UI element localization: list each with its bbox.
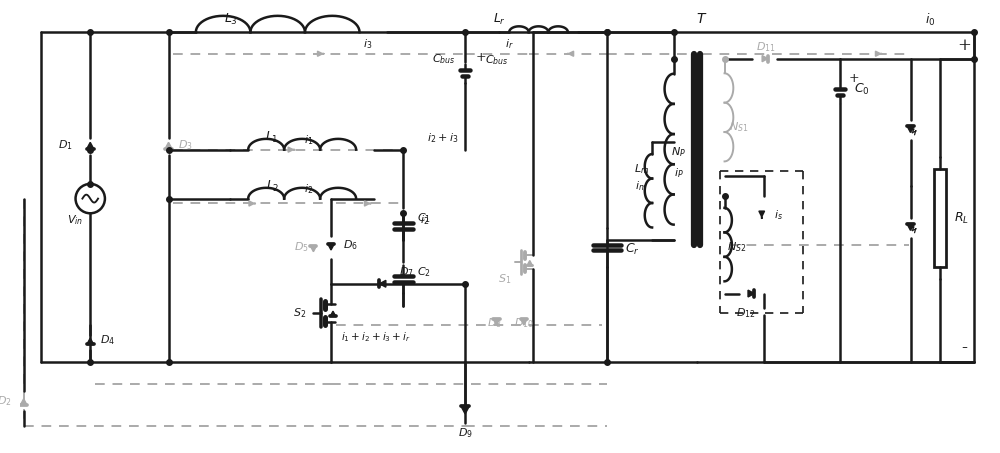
Text: $C_r$: $C_r$ xyxy=(625,242,639,257)
Polygon shape xyxy=(330,311,336,316)
Polygon shape xyxy=(748,290,754,297)
Text: $C_2$: $C_2$ xyxy=(417,265,431,279)
Polygon shape xyxy=(521,319,527,325)
Text: $i_s$: $i_s$ xyxy=(774,208,783,222)
Text: $i_3$: $i_3$ xyxy=(363,37,372,51)
Text: $i_1$: $i_1$ xyxy=(304,133,313,147)
Text: $D_6$: $D_6$ xyxy=(343,239,358,252)
Text: $D_{11}$: $D_{11}$ xyxy=(756,40,776,54)
Polygon shape xyxy=(20,399,27,405)
Text: $D_{10}$: $D_{10}$ xyxy=(514,316,534,330)
Text: $S_2$: $S_2$ xyxy=(293,306,307,320)
Text: +: + xyxy=(475,51,486,64)
Text: $i_2$: $i_2$ xyxy=(304,182,313,196)
Text: $D_2$: $D_2$ xyxy=(0,394,12,408)
Polygon shape xyxy=(87,338,94,344)
Polygon shape xyxy=(87,142,94,149)
Text: $L_2$: $L_2$ xyxy=(266,179,279,194)
Text: $D_4$: $D_4$ xyxy=(100,334,115,347)
Text: $N_P$: $N_P$ xyxy=(671,145,686,159)
Polygon shape xyxy=(461,406,469,414)
Polygon shape xyxy=(328,244,334,250)
Text: $D_{12}$: $D_{12}$ xyxy=(736,306,756,320)
Text: $i_2$: $i_2$ xyxy=(420,213,430,227)
Text: $R_L$: $R_L$ xyxy=(954,211,969,226)
Polygon shape xyxy=(310,246,316,252)
Text: $D_1$: $D_1$ xyxy=(58,138,73,152)
Polygon shape xyxy=(527,260,532,265)
Polygon shape xyxy=(907,126,914,133)
Text: $i_m$: $i_m$ xyxy=(635,179,647,193)
Bar xyxy=(934,169,946,267)
Text: $i_P$: $i_P$ xyxy=(674,166,683,180)
Text: $C_1$: $C_1$ xyxy=(417,211,431,225)
Text: +: + xyxy=(848,72,859,85)
Text: -: - xyxy=(961,339,967,357)
Text: $C_{bus}$: $C_{bus}$ xyxy=(432,52,455,66)
Text: $C_{bus}$: $C_{bus}$ xyxy=(485,53,508,67)
Polygon shape xyxy=(907,224,914,231)
Text: $L_3$: $L_3$ xyxy=(224,12,238,27)
Text: $N_{S2}$: $N_{S2}$ xyxy=(727,241,746,255)
Text: $V_{in}$: $V_{in}$ xyxy=(67,213,84,227)
Text: $N_{S1}$: $N_{S1}$ xyxy=(729,120,749,134)
Text: $i_2+i_3$: $i_2+i_3$ xyxy=(427,131,458,145)
Polygon shape xyxy=(379,280,386,287)
Text: $i_0$: $i_0$ xyxy=(925,11,935,28)
Text: $i_r$: $i_r$ xyxy=(505,37,514,51)
Text: $D_5$: $D_5$ xyxy=(294,241,309,255)
Polygon shape xyxy=(493,319,500,325)
Text: $C_0$: $C_0$ xyxy=(854,82,869,97)
Text: $D_8$: $D_8$ xyxy=(487,316,502,330)
Text: $i_1+i_2+i_3+i_r$: $i_1+i_2+i_3+i_r$ xyxy=(341,330,411,343)
Text: +: + xyxy=(957,38,971,54)
Text: $T$: $T$ xyxy=(696,13,708,26)
Text: $D_3$: $D_3$ xyxy=(178,138,193,152)
Text: $S_1$: $S_1$ xyxy=(498,272,511,286)
Polygon shape xyxy=(762,56,768,62)
Text: $D_7$: $D_7$ xyxy=(399,265,413,279)
Text: $L_1$: $L_1$ xyxy=(265,130,279,145)
Text: $L_m$: $L_m$ xyxy=(634,162,649,176)
Polygon shape xyxy=(165,142,172,149)
Text: $D_9$: $D_9$ xyxy=(458,427,473,440)
Text: $L_r$: $L_r$ xyxy=(493,12,506,27)
